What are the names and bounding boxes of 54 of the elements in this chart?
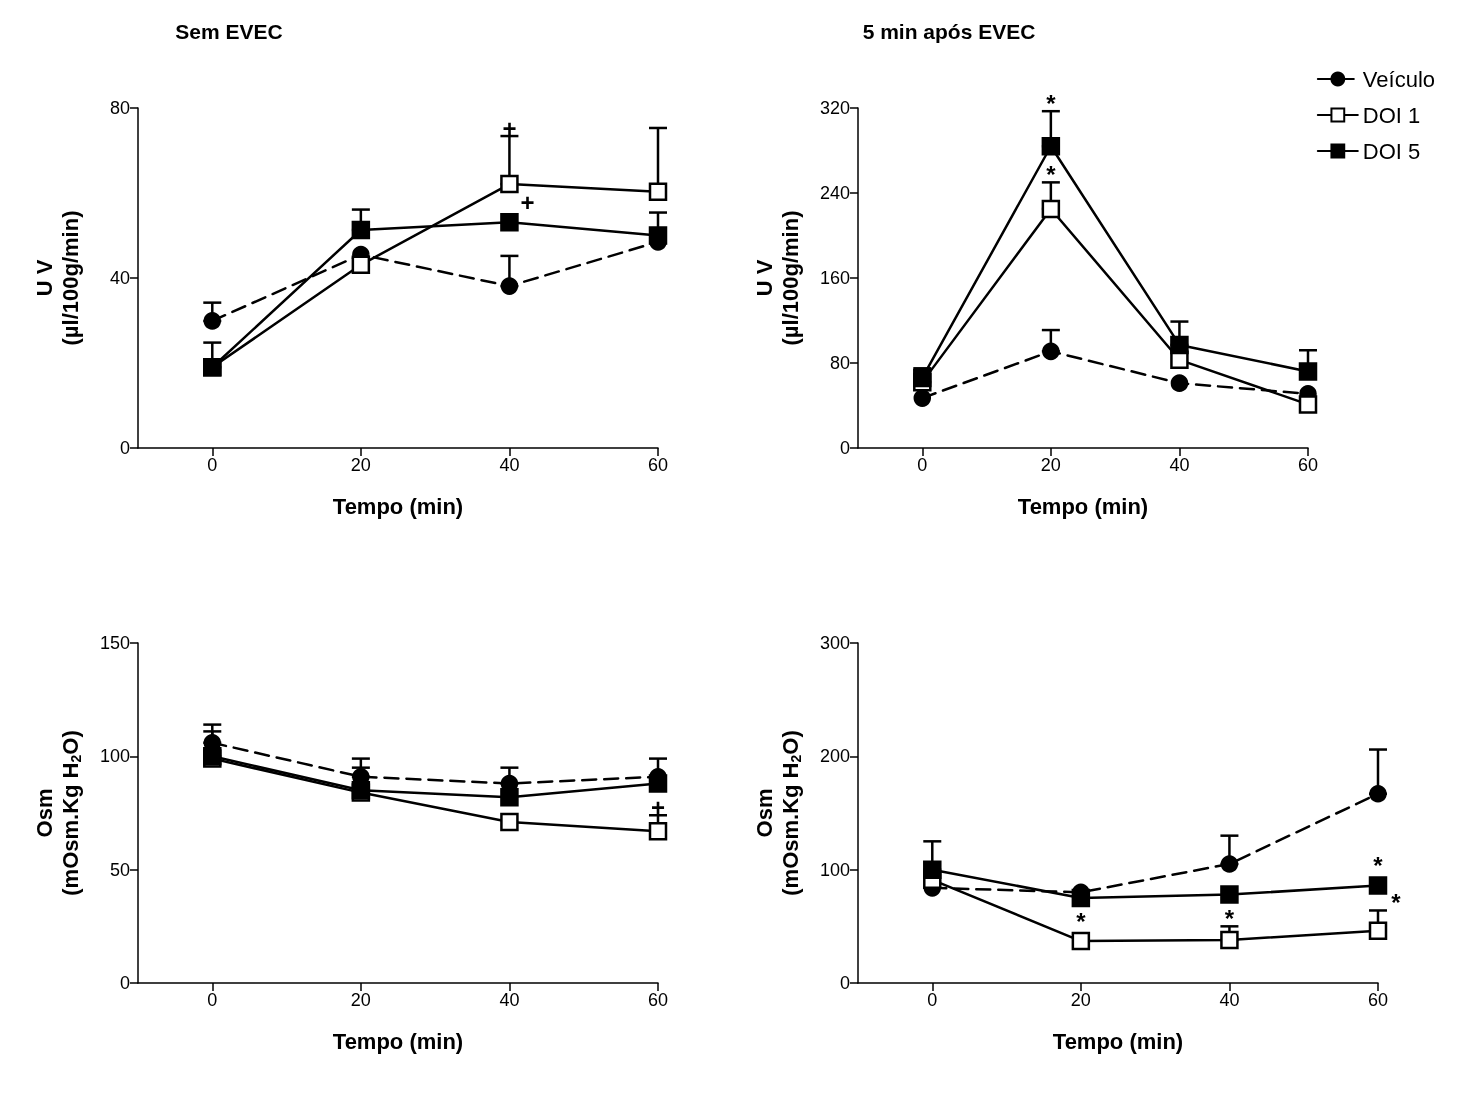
x-tick-label: 60 [647, 455, 669, 475]
x-tick-label: 0 [917, 455, 928, 475]
y-tick-label: 100 [99, 746, 130, 767]
y-tick-label: 0 [119, 438, 130, 458]
x-axis-title: Tempo (min) [1017, 493, 1149, 519]
chart-title: Sem EVEC [175, 20, 283, 43]
legend-label: Veículo [1362, 66, 1436, 92]
y-tick-label: 320 [819, 98, 850, 118]
y-tick-label: 40 [109, 268, 130, 288]
legend-label: DOI 1 [1362, 102, 1421, 128]
annotation: + [650, 793, 666, 821]
x-tick-label: 40 [1169, 455, 1190, 475]
x-tick-label: 20 [1070, 990, 1091, 1010]
y-tick-label: 200 [819, 746, 850, 767]
x-tick-label: 0 [207, 455, 218, 475]
x-tick-label: 40 [499, 455, 520, 475]
x-tick-label: 20 [350, 990, 371, 1010]
y-tick-label: 80 [109, 98, 130, 118]
y-tick-label: 100 [819, 859, 850, 880]
x-axis-title: Tempo (min) [332, 493, 464, 519]
x-tick-label: 60 [647, 990, 669, 1010]
annotation: * [1373, 852, 1384, 880]
annotation: * [1046, 89, 1057, 117]
y-axis-title: U V (µl/100g/min) [751, 210, 803, 346]
annotation: * [1391, 888, 1402, 916]
x-tick-label: 40 [1219, 990, 1240, 1010]
x-axis-title: Tempo (min) [332, 1028, 464, 1054]
x-tick-label: 20 [1040, 455, 1061, 475]
x-tick-label: 60 [1297, 455, 1319, 475]
y-tick-label: 50 [109, 859, 130, 880]
x-tick-label: 60 [1367, 990, 1389, 1010]
y-tick-label: 300 [819, 633, 850, 653]
y-tick-label: 0 [839, 438, 850, 458]
x-tick-label: 20 [350, 455, 371, 475]
chart-title: 5 min após EVEC [862, 20, 1036, 43]
y-tick-label: 240 [819, 183, 850, 203]
x-tick-label: 40 [499, 990, 520, 1010]
y-axis-title: Osm (mOsm.Kg H2O) [31, 730, 84, 896]
y-tick-label: 160 [819, 268, 850, 288]
x-axis-title: Tempo (min) [1052, 1028, 1184, 1054]
y-tick-label: 80 [829, 353, 850, 373]
y-tick-label: 0 [839, 973, 850, 993]
annotation: * [1076, 907, 1087, 935]
annotation: * [1046, 160, 1057, 188]
y-tick-label: 0 [119, 973, 130, 993]
legend-label: DOI 5 [1362, 138, 1421, 164]
y-tick-label: 150 [99, 633, 130, 653]
annotation: * [1224, 904, 1235, 932]
y-axis-title: Osm (mOsm.Kg H2O) [751, 730, 804, 896]
y-axis-title: U V (µl/100g/min) [31, 210, 83, 346]
annotation: + [520, 188, 535, 216]
annotation: + [502, 114, 517, 142]
x-tick-label: 0 [207, 990, 218, 1010]
x-tick-label: 0 [927, 990, 938, 1010]
